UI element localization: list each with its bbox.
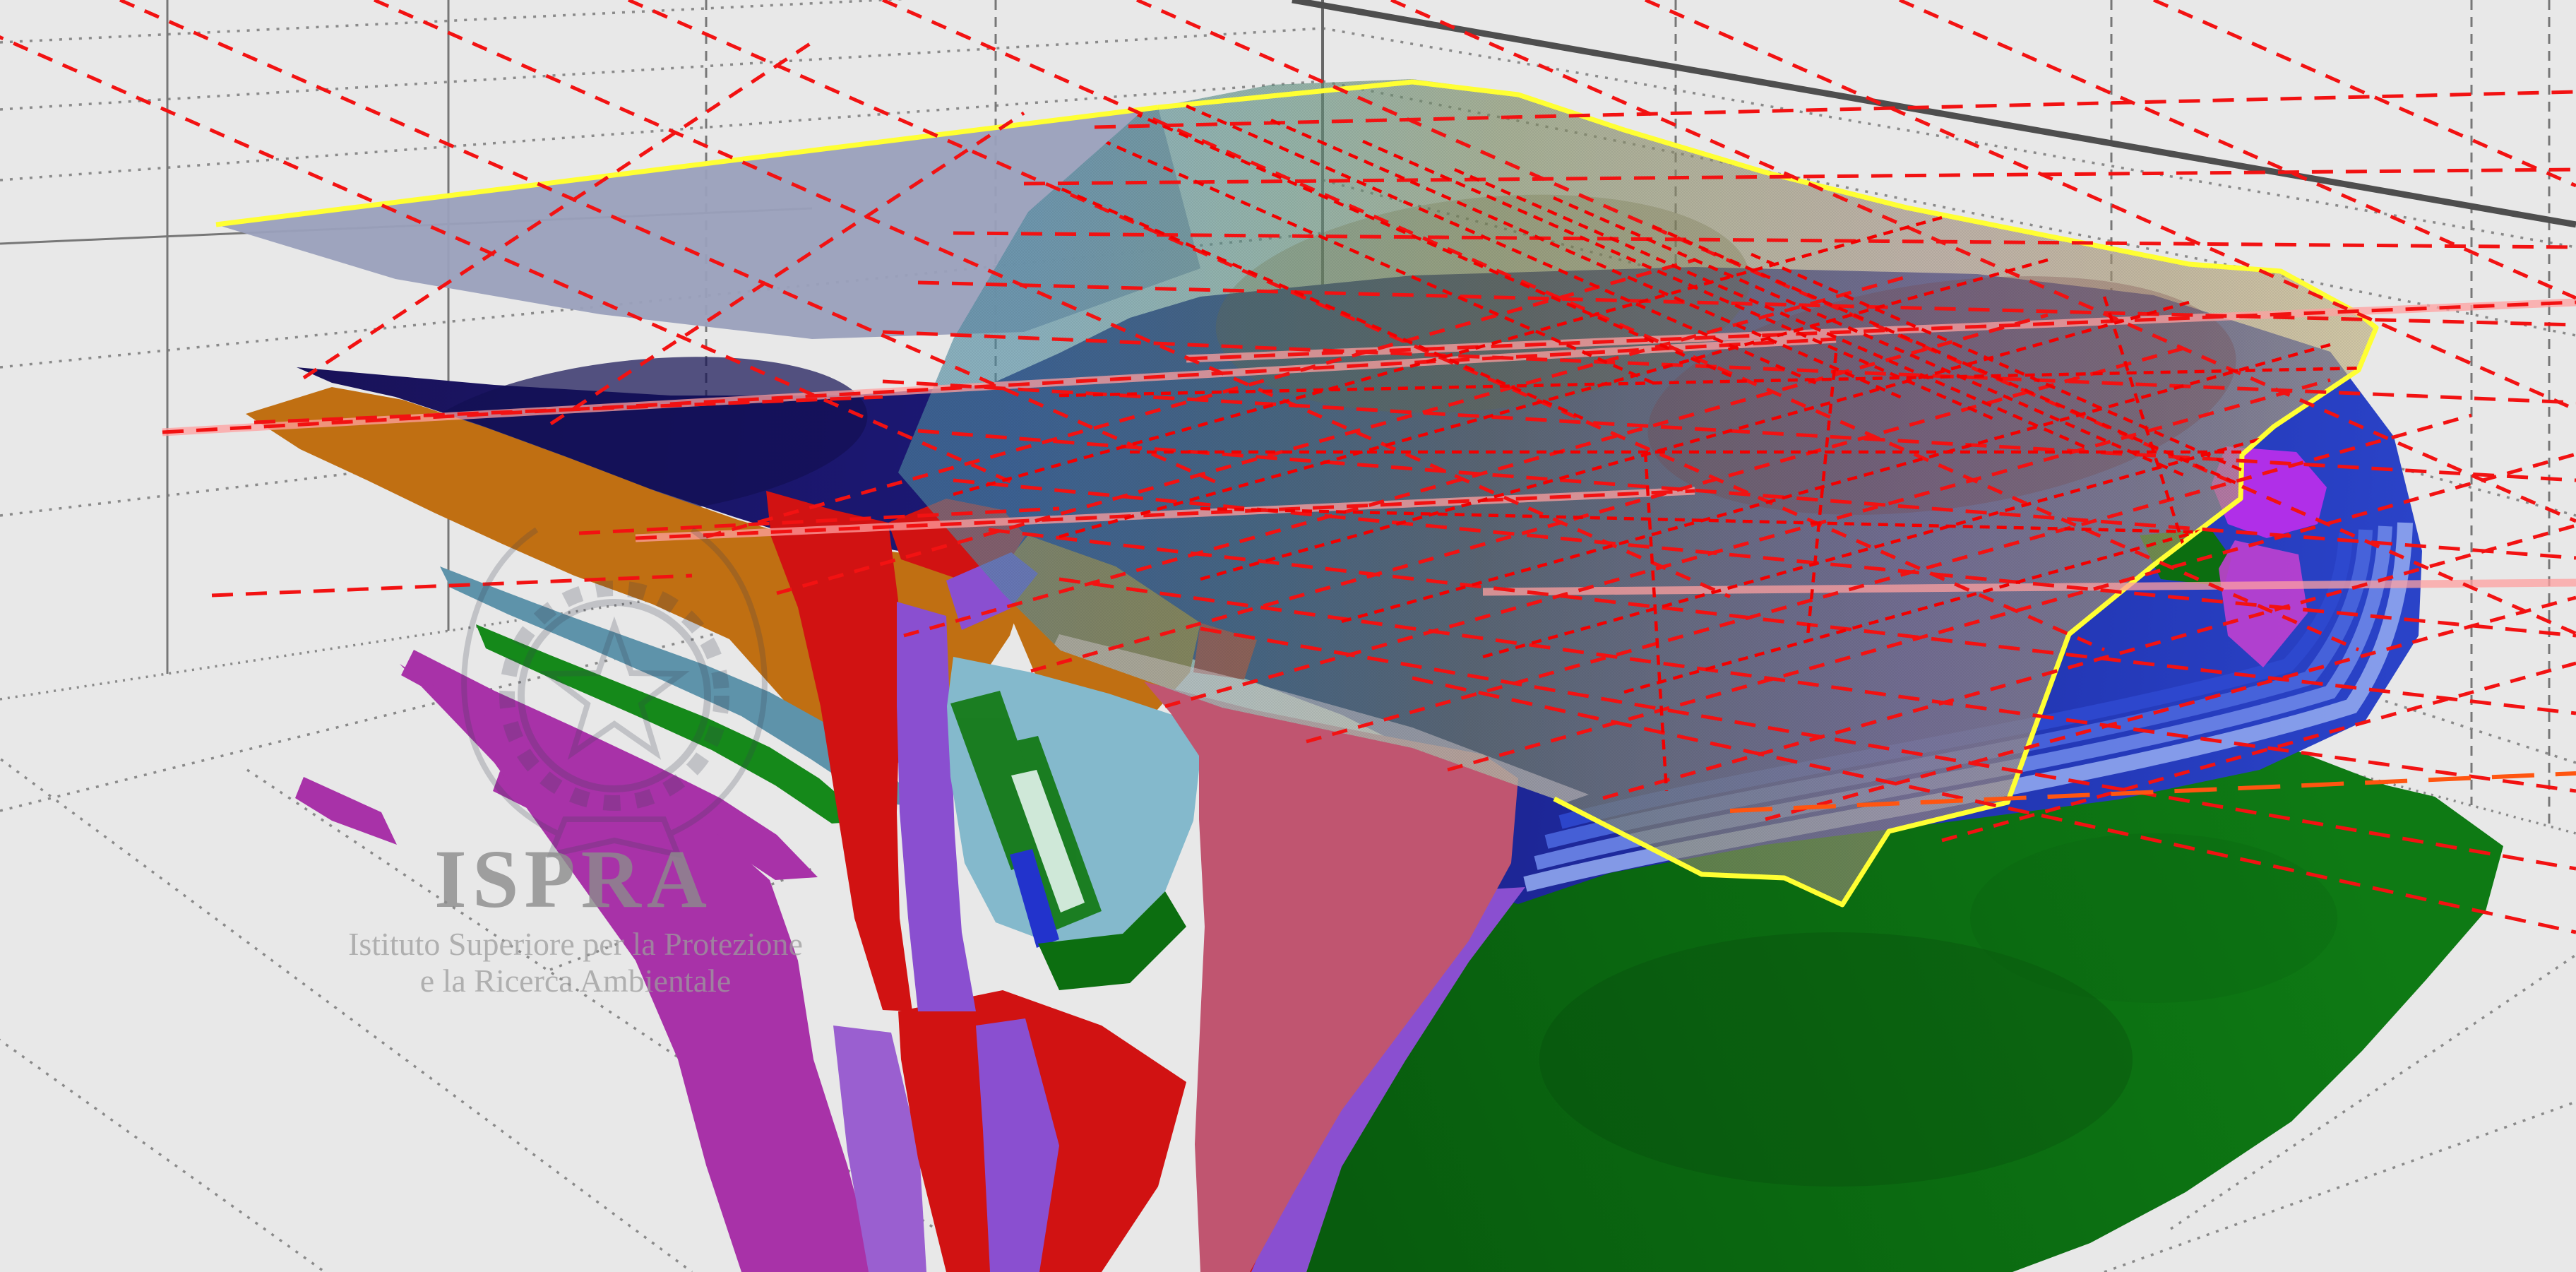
surface-green-band [476, 624, 869, 824]
cyan-blue-stripe [1010, 849, 1059, 948]
surface-magenta-band [401, 650, 818, 880]
axis-top-edge [1292, 0, 2576, 228]
cyan-darkgreen-edge [1038, 891, 1186, 990]
stripe-light-purple [833, 1026, 926, 1272]
surface-violet [897, 552, 1525, 1272]
fragment-magenta [2219, 540, 2308, 667]
emblem-star-icon [539, 616, 690, 760]
surface-teal-band [440, 566, 918, 807]
watermark-emblem [461, 527, 768, 859]
seismic-mesh-dense [953, 97, 2376, 792]
surface-deep-green [1306, 750, 2503, 1272]
watermark-title: ISPRA [434, 833, 712, 925]
emblem-ribbon-icon [546, 816, 683, 859]
magenta-small-1 [295, 777, 397, 845]
surface-magenta-large [400, 664, 876, 1272]
emblem-branch-right-icon [669, 527, 768, 836]
emblem-branch-left-icon [461, 527, 559, 836]
seismic-horizontal-lines [162, 90, 2576, 934]
seismic-orange-line [1729, 771, 2576, 813]
green-shading-blob [1539, 932, 2133, 1187]
watermark-subtitle-1: Istituto Superiore per la Protezione [348, 926, 803, 962]
surface-lavender-cap [216, 107, 1200, 339]
green-shading-blob2 [1970, 833, 2337, 1003]
surface-rose [1144, 682, 1518, 1272]
cyan-mint-stripe [1011, 770, 1085, 913]
watermark-subtitle-2: e la Ricerca Ambientale [420, 963, 732, 999]
